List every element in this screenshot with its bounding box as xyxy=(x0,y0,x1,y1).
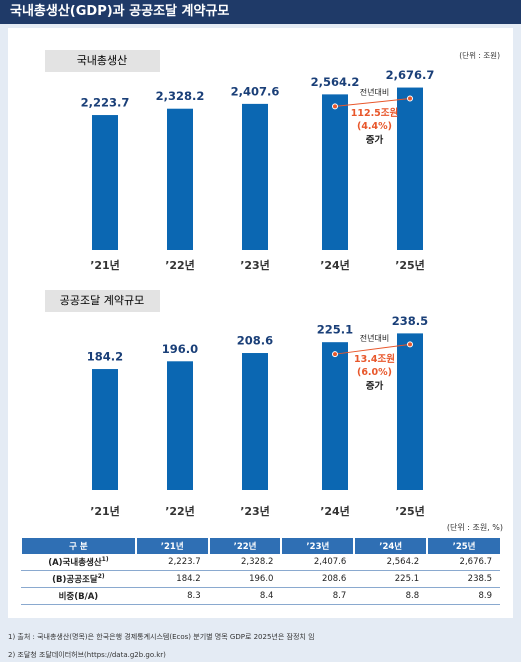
chart-label-box xyxy=(45,290,160,312)
value-label: 196.0 xyxy=(162,342,198,356)
charts: 국내총생산 (단위 : 조원) 2,223.7 ’21년 2,328.2 ’22년 2,40… xyxy=(45,50,500,518)
annotation-change: 증가 xyxy=(366,380,384,392)
annotation-amount: 112.5조원 xyxy=(351,107,399,119)
data-table: 구 분 ’21년 ’22년 ’23년 ’24년 ’25년 (A)국내총생산1) 2,223.… xyxy=(20,538,500,605)
table-header-cell: ’23년 xyxy=(280,538,355,554)
table-header-cell: ’21년 xyxy=(134,538,209,554)
table-cell: 8.8 xyxy=(354,587,428,605)
row-label: (B)공공조달2) xyxy=(21,570,136,588)
bar xyxy=(242,103,268,251)
table-cell: 2,328.2 xyxy=(208,554,282,571)
category-label: ’23년 xyxy=(240,504,270,518)
footnote: 1) 출처 : 국내총생산(명목)은 한국은행 경제통계시스템(Ecos) 분기… xyxy=(8,633,315,641)
table-cell: 8.9 xyxy=(427,587,500,605)
value-label: 225.1 xyxy=(317,323,353,337)
table-header-cell: ’24년 xyxy=(353,538,428,554)
value-label: 208.6 xyxy=(237,334,273,348)
table-row: (A)국내총생산1) 2,223.7 2,328.2 2,407.6 2,564.2 2,… xyxy=(21,554,500,571)
category-label: ’24년 xyxy=(320,258,350,272)
row-label-text: (A)국내총생산 xyxy=(48,558,102,568)
annotation-change: 증가 xyxy=(366,134,384,146)
footnote: 2) 조달청 조달데이터허브(https://data.g2b.go.kr) xyxy=(8,651,166,659)
annotation-line xyxy=(334,98,411,107)
table-cell: 2,223.7 xyxy=(135,554,209,571)
row-note: 2) xyxy=(97,573,105,581)
category-label: ’21년 xyxy=(90,258,120,272)
table-cell: 225.1 xyxy=(354,570,428,588)
value-label: 2,564.2 xyxy=(311,75,360,89)
category-label: ’22년 xyxy=(165,504,195,518)
table-body: (A)국내총생산1) 2,223.7 2,328.2 2,407.6 2,564.2 2,… xyxy=(21,554,500,605)
header-title: 국내총생산(GDP)과 공공조달 계약규모 xyxy=(0,0,521,24)
annotation-dot xyxy=(332,351,338,358)
bar xyxy=(167,108,193,250)
category-label: ’22년 xyxy=(165,258,195,272)
value-label: 238.5 xyxy=(392,314,428,328)
annotation-line xyxy=(334,343,411,355)
category-label: ’23년 xyxy=(240,258,270,272)
row-label: (A)국내총생산1) xyxy=(21,554,136,571)
annotation-label: 전년대비 xyxy=(360,333,389,343)
value-label: 2,223.7 xyxy=(81,96,130,110)
table-cell: 184.2 xyxy=(135,570,209,588)
bar xyxy=(397,333,423,490)
chart-title: 공공조달 계약규모 xyxy=(60,293,144,307)
table-cell: 238.5 xyxy=(427,570,500,588)
value-label: 2,676.7 xyxy=(386,68,435,82)
table-row: (B)공공조달2) 184.2 196.0 208.6 225.1 238.5 xyxy=(21,570,500,588)
table-cell: 2,407.6 xyxy=(281,554,355,571)
bar xyxy=(92,115,118,251)
annotation-dot xyxy=(407,341,413,348)
table-cell: 8.7 xyxy=(281,587,355,605)
value-label: 2,328.2 xyxy=(156,89,205,103)
table-cell: 2,564.2 xyxy=(354,554,428,571)
bar xyxy=(92,369,118,490)
row-note: 1) xyxy=(101,556,109,564)
category-label: ’25년 xyxy=(395,504,425,518)
annotation-dot xyxy=(407,95,413,102)
row-label-text: (B)공공조달 xyxy=(52,575,98,585)
table-row: 비중(B/A) 8.3 8.4 8.7 8.8 8.9 xyxy=(21,587,500,605)
bar xyxy=(397,87,423,250)
bar xyxy=(322,94,348,251)
table-header-cell: 구 분 xyxy=(20,538,136,554)
value-label: 2,407.6 xyxy=(231,84,280,98)
annotation-label: 전년대비 xyxy=(360,87,389,97)
bar xyxy=(242,353,268,490)
row-label-text: 비중(B/A) xyxy=(58,592,99,602)
table-cell: 2,676.7 xyxy=(427,554,500,571)
chart-title: 국내총생산 xyxy=(77,54,128,67)
annotation-pct: (6.0%) xyxy=(357,367,392,378)
table-header: 구 분 ’21년 ’22년 ’23년 ’24년 ’25년 xyxy=(20,538,500,554)
table-header-cell: ’22년 xyxy=(207,538,282,554)
annotation-dot xyxy=(332,103,338,110)
table-cell: 8.3 xyxy=(135,587,209,605)
bar xyxy=(167,361,193,490)
chart-label-box xyxy=(45,50,160,72)
bar xyxy=(322,342,348,490)
table-cell: 196.0 xyxy=(208,570,282,588)
table-unit: (단위 : 조원, %) xyxy=(446,523,503,532)
table-cell: 8.4 xyxy=(208,587,282,605)
annotation-pct: (4.4%) xyxy=(357,121,392,132)
category-label: ’21년 xyxy=(90,504,120,518)
table-header-cell: ’25년 xyxy=(426,538,500,554)
value-label: 184.2 xyxy=(87,350,123,364)
category-label: ’25년 xyxy=(395,258,425,272)
annotation-amount: 13.4조원 xyxy=(354,353,395,365)
category-label: ’24년 xyxy=(320,504,350,518)
row-label: 비중(B/A) xyxy=(21,587,136,605)
unit-label: (단위 : 조원) xyxy=(459,50,500,60)
table-cell: 208.6 xyxy=(281,570,355,588)
